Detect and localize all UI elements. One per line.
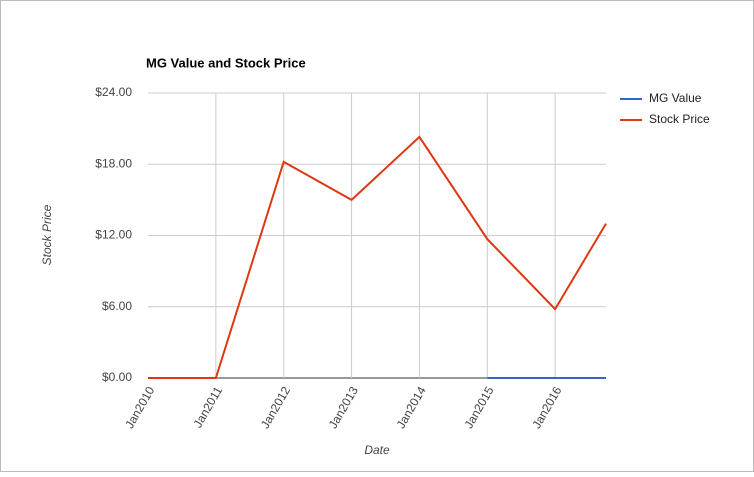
legend-label: Stock Price bbox=[649, 112, 710, 126]
legend-label: MG Value bbox=[649, 91, 702, 105]
y-axis-title: Stock Price bbox=[40, 204, 54, 265]
y-tick-label: $0.00 bbox=[102, 370, 132, 384]
x-axis-title: Date bbox=[364, 443, 390, 457]
y-tick-label: $6.00 bbox=[102, 299, 132, 313]
y-tick-label: $24.00 bbox=[95, 85, 132, 99]
chart-title: MG Value and Stock Price bbox=[146, 55, 306, 70]
series-line bbox=[148, 135, 607, 379]
y-tick-label: $18.00 bbox=[95, 156, 132, 170]
y-tick-label: $12.00 bbox=[95, 228, 132, 242]
